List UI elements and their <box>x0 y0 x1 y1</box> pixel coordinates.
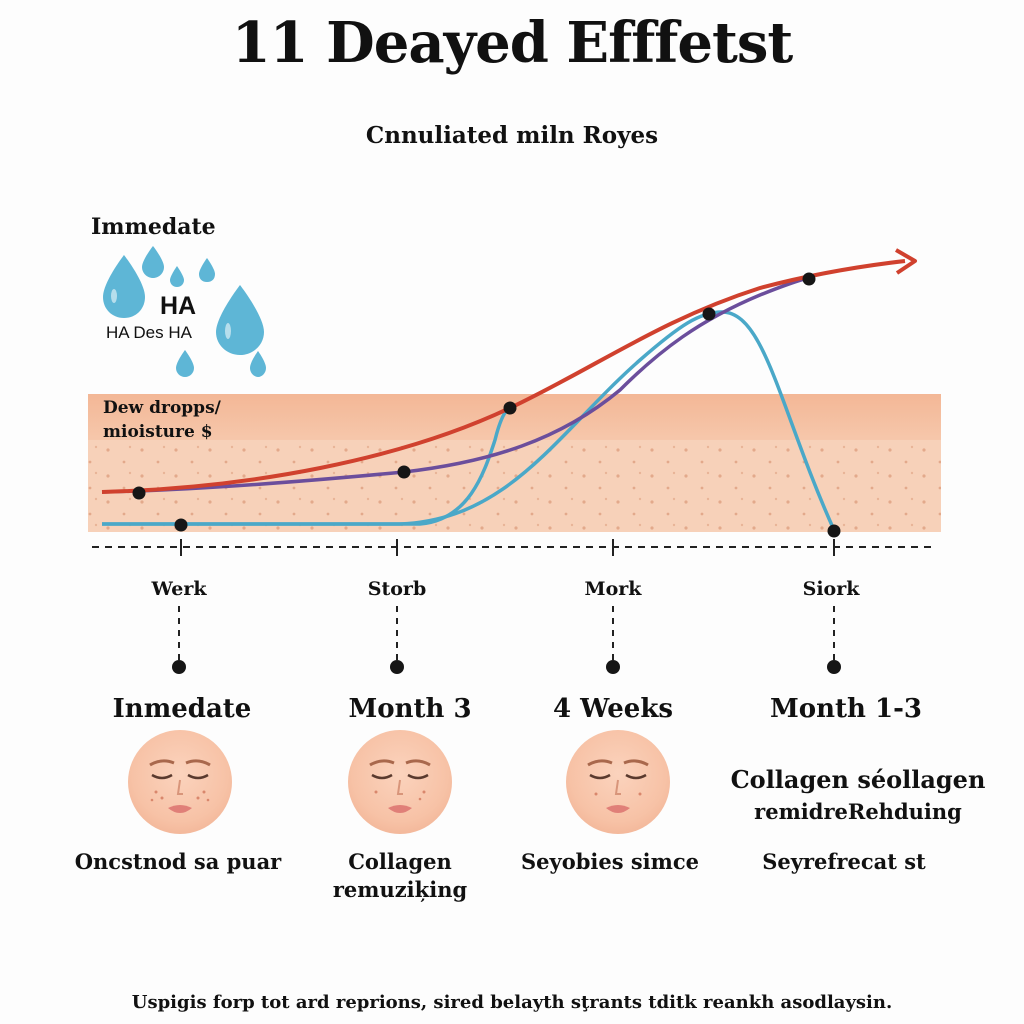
face-icon <box>128 730 232 834</box>
ha-label: HA <box>160 292 197 320</box>
collagen-note: Collagen séollagen remidreRehduing <box>723 764 993 828</box>
purple-curve <box>101 276 809 494</box>
page-title: 11 Deayed Efffetst <box>231 10 794 76</box>
tick-label: Werk <box>151 578 207 600</box>
stage-caption: Oncstnod sa puar <box>48 848 308 876</box>
stage-caption-line: Seyrefrecat st <box>762 849 926 874</box>
tick-label: Siork <box>802 578 860 600</box>
stage-dot <box>827 660 841 674</box>
collagen-note-line1: Collagen séollagen <box>730 765 986 794</box>
blue-curve-late <box>102 310 836 531</box>
water-drop-icon <box>216 285 264 355</box>
water-drop-icon <box>250 351 266 377</box>
dew-label-line1: Dew dropps/ <box>103 398 221 418</box>
stage-caption: Seyrefrecat st <box>714 848 974 876</box>
stage-title: Month 1-3 <box>770 694 922 724</box>
stage-title: Month 3 <box>348 694 472 724</box>
arrow-right-icon <box>894 248 917 275</box>
stage-caption-line: remuziķing <box>332 877 468 902</box>
stage-dot <box>606 660 620 674</box>
blue-curve-early <box>102 406 511 526</box>
stage-caption-line: Collagen <box>348 849 452 874</box>
water-drop-icon <box>142 246 164 278</box>
water-drop-icon <box>176 350 194 377</box>
water-drop-icon <box>170 266 184 287</box>
tick-label: Storb <box>367 578 427 600</box>
curve-point <box>802 272 816 286</box>
dew-drops-label: Dew dropps/ mioisture $ <box>103 396 221 444</box>
dew-label-line2: mioisture $ <box>103 422 213 442</box>
face-icon <box>348 730 452 834</box>
curve-point <box>827 524 841 538</box>
curve-point <box>503 401 517 415</box>
curve-point <box>397 465 411 479</box>
stage-caption: Seyobies simce <box>480 848 740 876</box>
page-subtitle: Cnnuliated miln Royes <box>365 122 659 149</box>
stage-dot <box>390 660 404 674</box>
face-icon <box>566 730 670 834</box>
water-drop-icon <box>103 255 145 318</box>
tick-label: Mork <box>584 578 642 600</box>
stage-title: Inmedate <box>112 694 252 724</box>
ha-des-label: HA Des HA <box>106 323 192 342</box>
curve-point <box>174 518 188 532</box>
skin-epidermis <box>88 394 941 440</box>
collagen-note-line2: remidreRehduing <box>754 799 962 824</box>
water-drop-icon <box>199 258 215 282</box>
red-curve <box>101 259 906 494</box>
stage-caption-line: Oncstnod sa puar <box>74 849 282 874</box>
curve-point <box>702 307 716 321</box>
stage-title: 4 Weeks <box>553 694 673 724</box>
stage-dot <box>172 660 186 674</box>
footnote: Uspigis forp tot ard reprions, sired bel… <box>131 992 893 1013</box>
immediate-label: Immedate <box>91 214 216 240</box>
curve-point <box>132 486 146 500</box>
stage-caption-line: Seyobies simce <box>520 849 700 874</box>
stage-caption: Collagen remuziķing <box>270 848 530 904</box>
